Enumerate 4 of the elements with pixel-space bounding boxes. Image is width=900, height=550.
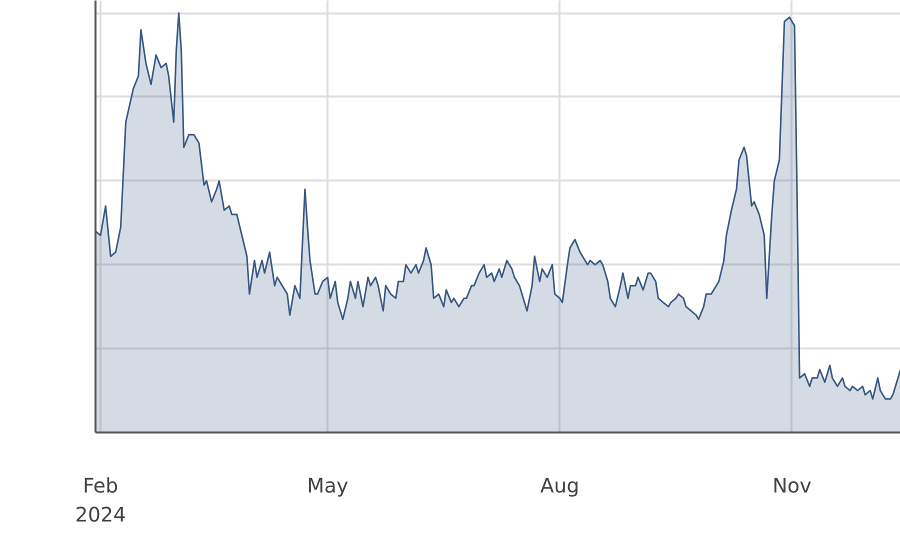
x-tick-label: May xyxy=(306,474,348,498)
x-tick-label: Nov xyxy=(772,474,812,498)
x-tick-label: Feb 2024 xyxy=(75,474,126,526)
x-tick-label: Aug xyxy=(540,474,580,498)
